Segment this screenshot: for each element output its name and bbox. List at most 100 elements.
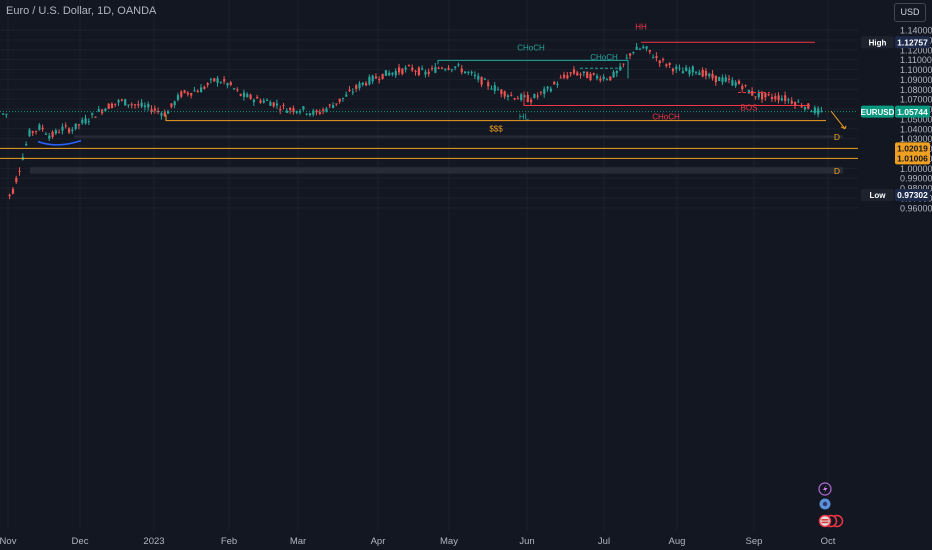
candle-body <box>91 113 94 115</box>
candle-body <box>279 108 282 111</box>
candle-body <box>411 67 414 71</box>
candle-body <box>355 85 358 89</box>
candle-body <box>681 71 684 74</box>
candle-body <box>612 71 615 78</box>
candle-body <box>622 63 625 65</box>
candle-body <box>315 110 318 113</box>
candle-body <box>325 108 328 112</box>
lightning-icon[interactable] <box>818 482 832 496</box>
candle-body <box>87 121 90 123</box>
candle-body <box>190 93 193 96</box>
candle-body <box>493 85 496 91</box>
candle-body <box>704 70 708 76</box>
candle-body <box>242 92 246 97</box>
x-tick-label: Nov <box>0 536 17 547</box>
indicator-icons[interactable] <box>815 482 855 532</box>
candle-body <box>31 131 34 133</box>
candle-body <box>427 71 430 74</box>
candle-body <box>586 71 589 79</box>
candle-body <box>308 113 312 116</box>
candle-body <box>737 80 741 85</box>
candle-body <box>764 93 767 98</box>
settings-icon[interactable] <box>819 498 831 510</box>
candle-body <box>401 68 404 75</box>
candle-body <box>464 71 467 74</box>
price-axis[interactable]: 1.140001.130001.120001.110001.100001.090… <box>900 26 932 214</box>
candle-body <box>457 64 460 66</box>
candle-body <box>563 74 566 78</box>
time-axis[interactable]: Nov Dec 2023 Feb Mar Apr May Jun Jul Aug Sep Oct <box>0 536 836 547</box>
candle-body <box>473 74 477 77</box>
price-label-bg <box>895 36 930 49</box>
candle-body <box>460 68 463 73</box>
price-label-value: 1.02019 <box>897 144 928 154</box>
candle-body <box>219 82 222 84</box>
candle-body <box>533 94 536 98</box>
demand-zone <box>30 167 843 174</box>
candle-body <box>546 86 549 89</box>
candle-body <box>444 69 447 71</box>
candle-body <box>25 144 28 146</box>
candle-body <box>295 111 298 113</box>
candle-body <box>539 91 543 93</box>
candle-body <box>549 88 552 92</box>
candle-body <box>744 84 747 86</box>
candle-body <box>609 76 612 81</box>
candle-body <box>351 91 354 93</box>
candle-body <box>414 70 417 72</box>
candle-body <box>407 65 411 67</box>
price-label-name: High <box>869 38 887 47</box>
candle-body <box>513 98 516 100</box>
candle-body <box>658 60 661 64</box>
candle-body <box>48 135 51 139</box>
currency-button[interactable]: USD <box>894 3 926 22</box>
candle-body <box>817 108 820 115</box>
candle-body <box>678 67 681 69</box>
candle-body <box>322 109 325 111</box>
candle-body <box>589 73 592 81</box>
candle-body <box>635 46 638 50</box>
candle-body <box>421 68 424 70</box>
candle-body <box>724 77 727 82</box>
candle-body <box>731 80 734 86</box>
candle-body <box>77 124 81 126</box>
candle-body <box>662 58 665 60</box>
flag-icon[interactable] <box>818 514 844 528</box>
candle-body <box>655 56 658 58</box>
candle-body <box>5 113 8 115</box>
x-tick-label: Jun <box>519 536 534 547</box>
candle-body <box>559 77 562 79</box>
candle-body <box>203 86 206 89</box>
candle-body <box>794 102 797 106</box>
candle-body <box>361 82 364 85</box>
candle-body <box>176 95 180 100</box>
candle-body <box>358 83 361 89</box>
candle-body <box>477 75 480 80</box>
chart-title: Euro / U.S. Dollar, 1D, OANDA <box>6 5 157 17</box>
candle-body <box>470 71 473 74</box>
candle-body <box>341 97 345 99</box>
candle-body <box>784 95 787 101</box>
candle-body <box>665 64 668 67</box>
candle-body <box>648 49 651 52</box>
candle-body <box>605 79 609 81</box>
candle-body <box>68 128 71 133</box>
y-tick-label: 1.00000 <box>900 164 932 174</box>
projection-arrow <box>830 110 846 130</box>
x-tick-label: 2023 <box>143 536 164 547</box>
candle-body <box>579 74 582 76</box>
candle-body <box>810 111 813 113</box>
candle-body <box>84 118 87 124</box>
choch-red-line <box>523 91 810 106</box>
demand-zone-label: D <box>834 132 840 142</box>
candle-body <box>777 95 780 101</box>
candle-body <box>2 113 5 115</box>
candle-body <box>8 194 11 197</box>
candle-body <box>61 126 64 131</box>
candle-body <box>638 48 642 50</box>
candle-body <box>229 82 232 86</box>
price-label-name-bg <box>861 188 894 201</box>
candle-body <box>384 70 387 76</box>
candle-body <box>71 129 74 132</box>
